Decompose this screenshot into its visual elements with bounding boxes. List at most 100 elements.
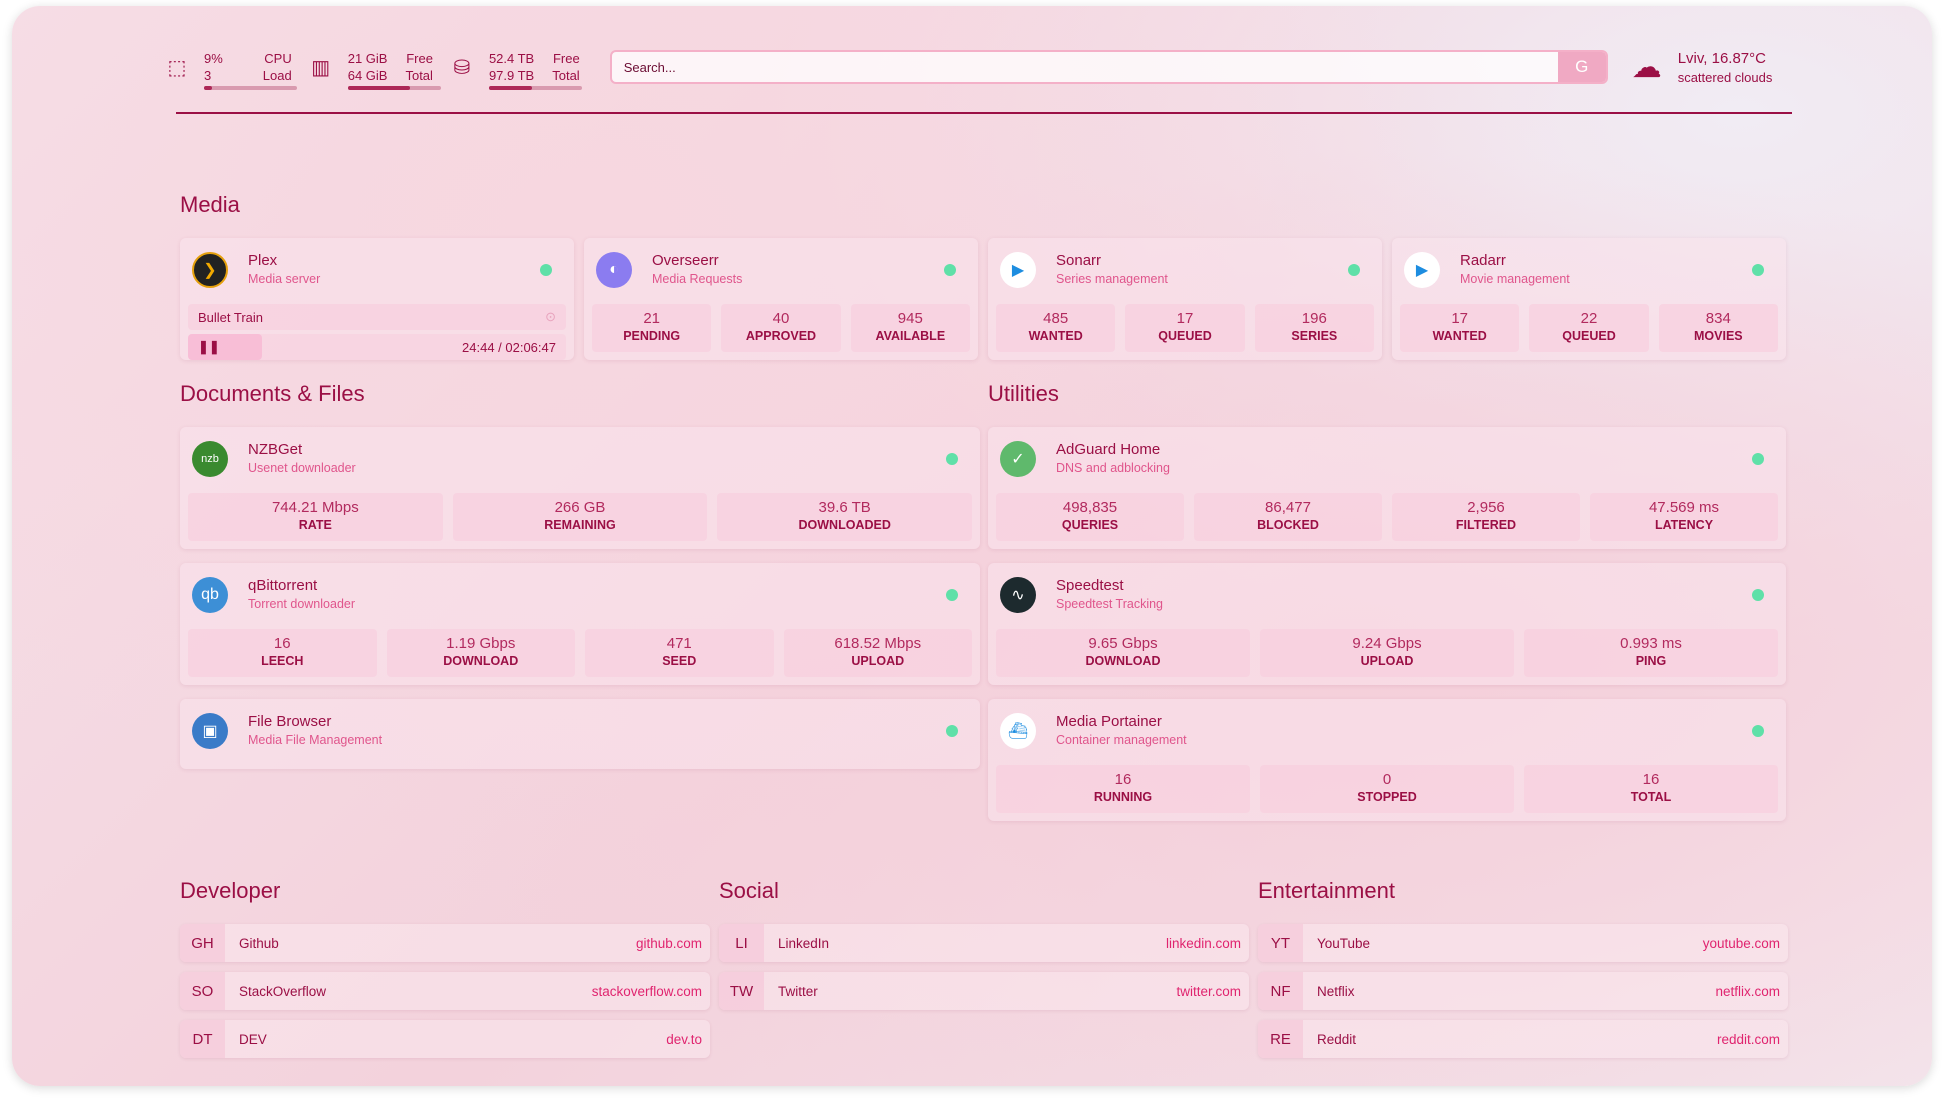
bookmark-name[interactable]: LinkedIn <box>778 935 830 951</box>
service-name[interactable]: Radarr <box>1460 252 1506 269</box>
bookmark-name[interactable]: Github <box>239 935 279 951</box>
bookmark-url[interactable]: stackoverflow.com <box>591 983 702 999</box>
service-card-sonarr[interactable]: ▶ Sonarr Series management 485 WANTED 17 QUE… <box>988 238 1382 360</box>
stat-label: QUEUED <box>1158 329 1212 343</box>
stat-remaining: 266 GB REMAINING <box>452 493 708 541</box>
stat-label: TOTAL <box>1630 790 1672 804</box>
service-card-qbittorrent[interactable]: qb qBittorrent Torrent downloader 16 LEECH… <box>180 563 980 685</box>
bookmark-dev[interactable]: DT DEV dev.to <box>180 1020 710 1058</box>
service-description: Usenet downloader <box>248 461 356 475</box>
now-playing: Bullet Train ⊙ <box>188 304 566 330</box>
bookmark-github[interactable]: GH Github github.com <box>180 924 710 962</box>
service-name[interactable]: Sonarr <box>1056 252 1102 269</box>
radarr-icon: ▶ <box>1404 252 1440 288</box>
stat-wanted: 17 WANTED <box>1400 304 1520 352</box>
service-card-adguard[interactable]: ✓ AdGuard Home DNS and adblocking 498,835… <box>988 427 1786 549</box>
stat-label: WANTED <box>1432 329 1487 343</box>
service-description: Media File Management <box>248 733 383 747</box>
stat-ping: 0.993 ms PING <box>1524 629 1778 677</box>
stat-label: DOWNLOADED <box>798 518 891 532</box>
now-playing-title: Bullet Train <box>198 309 264 325</box>
stat-available: 945 AVAILABLE <box>850 304 970 352</box>
bookmark-twitter[interactable]: TW Twitter twitter.com <box>719 972 1249 1010</box>
stat-label: LEECH <box>261 654 304 668</box>
stat-value: 618.52 Mbps <box>834 635 922 652</box>
service-card-filebrowser[interactable]: ▣ File Browser Media File Management <box>180 699 980 769</box>
service-name[interactable]: qBittorrent <box>248 577 318 594</box>
bookmark-netflix[interactable]: NF Netflix netflix.com <box>1258 972 1788 1010</box>
service-description: DNS and adblocking <box>1056 461 1170 475</box>
search-placeholder[interactable]: Search... <box>623 59 676 75</box>
bookmark-stackoverflow[interactable]: SO StackOverflow stackoverflow.com <box>180 972 710 1010</box>
service-name[interactable]: Overseerr <box>652 252 719 269</box>
memory-value: 21 GiB <box>347 51 388 66</box>
stat-label: AVAILABLE <box>875 329 946 343</box>
bookmark-reddit[interactable]: RE Reddit reddit.com <box>1258 1020 1788 1058</box>
section-documents: Documents & Files <box>180 381 365 406</box>
bookmark-url[interactable]: youtube.com <box>1702 935 1780 951</box>
bookmark-youtube[interactable]: YT YouTube youtube.com <box>1258 924 1788 962</box>
section-media: Media <box>180 192 240 217</box>
service-name[interactable]: File Browser <box>248 713 332 730</box>
bookmark-name[interactable]: DEV <box>239 1031 267 1047</box>
search-input[interactable]: Search... G <box>609 50 1608 84</box>
service-card-portainer[interactable]: ⛴ Media Portainer Container management 16… <box>988 699 1786 821</box>
bookmark-url[interactable]: linkedin.com <box>1165 935 1241 951</box>
stat-label: SERIES <box>1291 329 1338 343</box>
stat-label: BLOCKED <box>1257 518 1319 532</box>
bookmark-name[interactable]: YouTube <box>1317 935 1371 951</box>
bookmark-linkedin[interactable]: LI LinkedIn linkedin.com <box>719 924 1249 962</box>
service-description: Media server <box>248 272 321 286</box>
status-dot <box>946 725 958 737</box>
bookmark-abbr: YT <box>1258 924 1303 962</box>
stat-filtered: 2,956 FILTERED <box>1392 493 1580 541</box>
disk-bar <box>488 86 582 90</box>
stat-value: 471 <box>666 635 692 652</box>
pause-icon[interactable]: ❚❚ <box>198 339 220 354</box>
stat-value: 40 <box>772 310 790 327</box>
stat-label: FILTERED <box>1455 518 1517 532</box>
section-developer: Developer <box>180 878 281 903</box>
nzbget-icon: nzb <box>192 441 228 477</box>
stat-value: 16 <box>273 635 291 652</box>
bookmark-url[interactable]: twitter.com <box>1176 983 1241 999</box>
playback-time: 24:44 / 02:06:47 <box>462 339 556 355</box>
bookmark-name[interactable]: Twitter <box>778 983 818 999</box>
service-name[interactable]: Plex <box>248 252 278 269</box>
service-stats: 485 WANTED 17 QUEUED 196 SERIES <box>996 304 1374 352</box>
stat-value: 834 <box>1705 310 1731 327</box>
stat-value: 16 <box>1642 771 1660 788</box>
service-stats: 16 RUNNING 0 STOPPED 16 TOTAL <box>996 765 1778 813</box>
stat-label: DOWNLOAD <box>1085 654 1161 668</box>
stat-queued: 22 QUEUED <box>1529 304 1649 352</box>
stream-icon: ⊙ <box>545 309 556 324</box>
stat-queries: 498,835 QUERIES <box>996 493 1184 541</box>
bookmark-name[interactable]: StackOverflow <box>239 983 327 999</box>
service-name[interactable]: AdGuard Home <box>1056 441 1161 458</box>
plex-icon: ❯ <box>192 252 228 288</box>
service-card-radarr[interactable]: ▶ Radarr Movie management 17 WANTED 22 QUEUE… <box>1392 238 1786 360</box>
filebrowser-icon: ▣ <box>192 713 228 749</box>
service-description: Speedtest Tracking <box>1056 597 1164 611</box>
service-card-nzbget[interactable]: nzb NZBGet Usenet downloader 744.21 Mbps R… <box>180 427 980 549</box>
search-provider-button[interactable]: G <box>1557 52 1606 82</box>
service-name[interactable]: Speedtest <box>1056 577 1124 594</box>
service-card-plex[interactable]: ❯ Plex Media server Bullet Train ⊙ ❚❚ 24:4… <box>180 238 574 360</box>
bookmark-url[interactable]: reddit.com <box>1716 1031 1780 1047</box>
bookmark-name[interactable]: Netflix <box>1317 983 1355 999</box>
sonarr-icon: ▶ <box>1000 252 1036 288</box>
weather-widget: ☁ Lviv, 16.87°C scattered clouds <box>1632 50 1773 85</box>
stat-value: 266 GB <box>554 499 606 516</box>
service-name[interactable]: NZBGet <box>248 441 303 458</box>
disk-value: 52.4 TB <box>488 51 535 66</box>
service-card-speedtest[interactable]: ∿ Speedtest Speedtest Tracking 9.65 Gbps D… <box>988 563 1786 685</box>
bookmark-url[interactable]: dev.to <box>666 1031 702 1047</box>
disk-icon: ⛁ <box>453 56 471 79</box>
bookmark-name[interactable]: Reddit <box>1317 1031 1357 1047</box>
service-name[interactable]: Media Portainer <box>1056 713 1162 730</box>
service-description: Series management <box>1056 272 1168 286</box>
bookmark-url[interactable]: netflix.com <box>1715 983 1780 999</box>
service-card-overseerr[interactable]: ◐ Overseerr Media Requests 21 PENDING 40 APP… <box>584 238 978 360</box>
bookmark-url[interactable]: github.com <box>635 935 702 951</box>
stat-upload: 9.24 Gbps UPLOAD <box>1260 629 1514 677</box>
